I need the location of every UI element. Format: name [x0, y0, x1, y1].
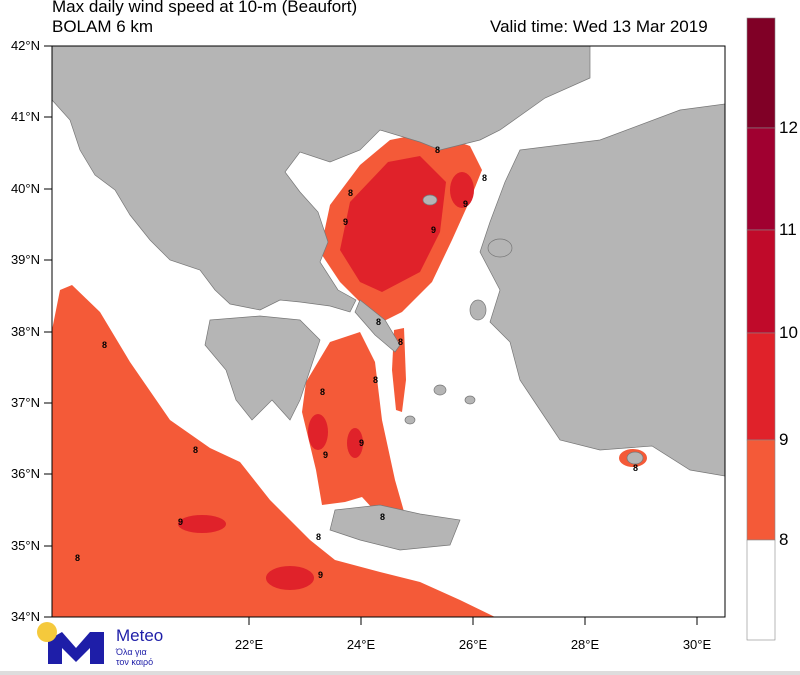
logo-tagline-line1: Όλα για [116, 647, 147, 657]
lat-label: 36°N [10, 466, 40, 481]
lat-label: 37°N [10, 395, 40, 410]
lat-label: 40°N [10, 181, 40, 196]
contour-label: 9 [178, 517, 183, 527]
contour-label: 9 [359, 438, 364, 448]
lon-label: 22°E [234, 637, 264, 652]
wind-area-sw-8 [52, 285, 495, 617]
model-subtitle: BOLAM 6 km [52, 17, 154, 36]
lat-label: 38°N [10, 324, 40, 339]
colorbar-label: 8 [779, 530, 789, 549]
colorbar-label: 10 [779, 323, 798, 342]
colorbar-label: 11 [779, 220, 797, 239]
lat-label: 35°N [10, 538, 40, 553]
valid-time: Valid time: Wed 13 Mar 2019 [490, 17, 708, 36]
axis-ticks [44, 45, 698, 625]
colorbar-band-12 [746, 17, 776, 129]
contour-label: 9 [463, 199, 468, 209]
land-lesvos [487, 238, 513, 258]
logo-tagline-line2: τον καιρό [116, 657, 154, 667]
map-title: Max daily wind speed at 10-m (Beaufort) [52, 0, 358, 16]
land-turkey [479, 103, 725, 477]
contour-label: 8 [482, 173, 487, 183]
land-peloponnese [204, 315, 321, 421]
wind-area-central-8 [302, 332, 405, 522]
logo-name: Meteo [116, 626, 164, 645]
land-chios [469, 299, 487, 321]
land-island [433, 384, 447, 396]
contour-label: 8 [380, 512, 385, 522]
colorbar-band-8 [746, 439, 776, 541]
wind-area-nw-aegean-9 [340, 156, 446, 292]
contour-label: 8 [633, 463, 638, 473]
contour-label: 9 [431, 225, 436, 235]
contour-label: 8 [348, 188, 353, 198]
colorbar-band-below-8 [746, 539, 776, 641]
contour-label: 8 [320, 387, 325, 397]
land-balkans [52, 46, 591, 313]
contour-label: 8 [75, 553, 80, 563]
wind-area-9 [178, 515, 226, 533]
contour-label: 9 [343, 217, 348, 227]
lat-label: 42°N [10, 38, 40, 53]
wind-area-9 [308, 414, 328, 450]
land-lemnos [422, 194, 438, 206]
contour-label: 8 [398, 337, 403, 347]
colorbar-band-11 [746, 127, 776, 231]
lat-label: 39°N [10, 252, 40, 267]
colorbar-label: 9 [779, 430, 789, 449]
land-crete [329, 504, 461, 551]
contour-label: 8 [373, 375, 378, 385]
wind-area-9 [347, 428, 363, 458]
lon-label: 24°E [346, 637, 376, 652]
contour-label: 8 [316, 532, 321, 542]
wind-area-9 [450, 172, 474, 208]
contour-label: 8 [193, 445, 198, 455]
contour-label: 8 [435, 145, 440, 155]
colorbar [746, 17, 776, 641]
land-island [404, 415, 416, 425]
lat-label: 41°N [10, 109, 40, 124]
contour-label: 8 [376, 317, 381, 327]
land-rhodes [626, 451, 644, 465]
contour-label: 9 [318, 570, 323, 580]
contour-label: 8 [102, 340, 107, 350]
land-island [464, 395, 476, 405]
land-euboea [354, 299, 401, 353]
contour-label: 9 [323, 450, 328, 460]
lon-label: 26°E [458, 637, 488, 652]
lat-label: 34°N [10, 609, 40, 624]
lon-label: 28°E [570, 637, 600, 652]
colorbar-band-10 [746, 229, 776, 334]
lon-label: 30°E [682, 637, 712, 652]
logo-tagline: Όλα για τον καιρό [116, 647, 153, 667]
meteo-logo-icon [37, 622, 104, 664]
wind-area-9 [266, 566, 314, 590]
colorbar-band-9 [746, 332, 776, 441]
colorbar-label: 12 [779, 118, 798, 137]
